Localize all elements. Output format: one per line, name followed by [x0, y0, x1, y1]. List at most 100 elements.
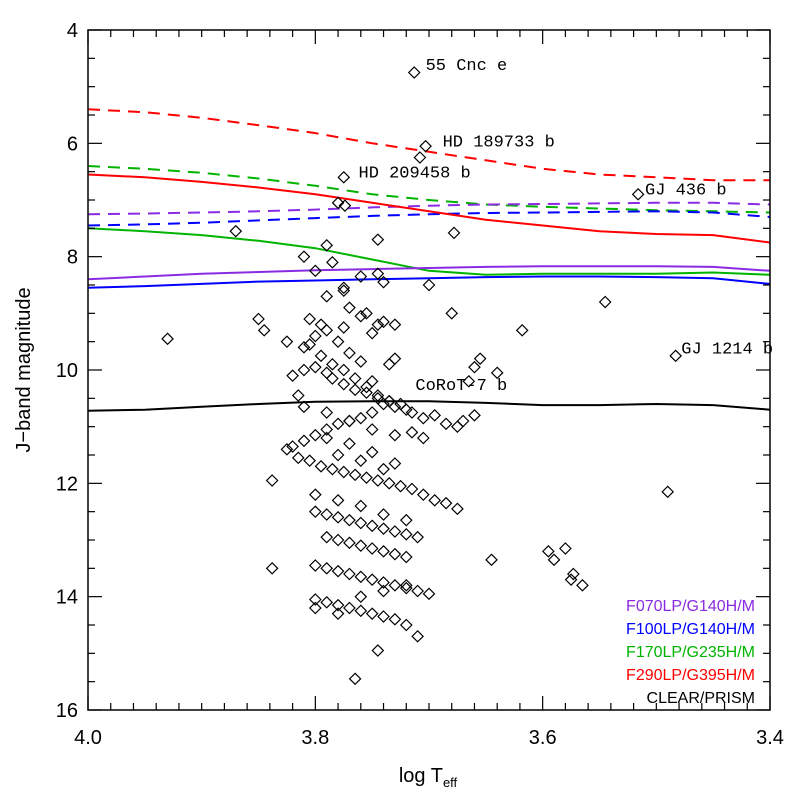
scatter-point [252, 312, 265, 326]
scatter-point [297, 400, 311, 414]
scatter-point [354, 499, 368, 513]
series-line [87, 173, 771, 244]
scatter-point [343, 414, 356, 428]
scatter-point [348, 383, 362, 397]
scatter-point [343, 346, 356, 360]
scatter-point [388, 318, 402, 332]
scatter-point [354, 411, 368, 425]
scatter-point [413, 151, 427, 164]
scatter-point [515, 323, 529, 337]
annotation-label: CoRoT-7 b [415, 377, 507, 396]
scatter-point [161, 332, 174, 346]
scatter-point [229, 224, 243, 238]
annotation-label: 55 Cnc e [426, 57, 508, 76]
scatter-point [428, 408, 442, 422]
scatter-point [405, 482, 419, 496]
scatter-point [399, 618, 413, 632]
scatter-point [343, 601, 356, 615]
scatter-point [419, 139, 432, 153]
scatter-point [320, 431, 334, 445]
legend-entry: F070LP/G140H/M [626, 598, 755, 615]
x-tick-label: 3.8 [301, 727, 329, 749]
scatter-point [377, 522, 390, 536]
scatter-point [337, 281, 351, 295]
scatter-point [331, 533, 345, 547]
scatter-point [377, 462, 390, 476]
scatter-point [377, 610, 390, 623]
scatter-point [416, 431, 430, 445]
scatter-point [343, 536, 356, 550]
scatter-point [331, 335, 345, 349]
scatter-point [326, 462, 339, 476]
scatter-point [559, 542, 572, 555]
scatter-point [314, 349, 328, 363]
scatter-point [291, 451, 305, 465]
scatter-point [388, 525, 402, 538]
scatter-point [320, 508, 334, 521]
scatter-point [326, 357, 339, 371]
series-layer [87, 108, 771, 412]
scatter-point [365, 519, 379, 533]
scatter-point [388, 612, 402, 626]
scatter-point [371, 318, 385, 332]
scatter-point [468, 408, 481, 422]
dashed-series-line [87, 108, 770, 182]
tick-layer [87, 29, 771, 711]
scatter-point [407, 66, 421, 79]
y-tick-label: 12 [56, 473, 78, 495]
scatter-point [411, 530, 424, 544]
scatter-point [399, 403, 413, 417]
scatter-point [462, 374, 476, 388]
scatter-point [399, 527, 413, 541]
x-tick-labels: 4.0 3.8 3.6 3.4 [74, 727, 784, 749]
y-tick-labels: 4 6 8 10 12 14 16 [56, 20, 78, 722]
scatter-point [331, 417, 345, 431]
scatter-point [447, 226, 461, 240]
x-axis-title-main: log T [399, 765, 443, 787]
scatter-point [388, 428, 402, 442]
series-line [87, 265, 771, 281]
scatter-point [405, 406, 419, 419]
scatter-point [468, 360, 481, 374]
scatter-point [365, 423, 379, 436]
scatter-point [286, 369, 299, 383]
y-axis-title: J−band magnitude [13, 287, 35, 452]
scatter-point [354, 355, 368, 368]
scatter-point [308, 428, 322, 442]
scatter-point [354, 516, 368, 530]
scatter-point [326, 372, 339, 385]
annotation-label: HD 209458 b [359, 165, 471, 184]
scatter-point [399, 513, 413, 527]
scatter-point [365, 573, 379, 587]
scatter-point [399, 578, 413, 592]
scatter-point [377, 315, 390, 329]
scatter-point [388, 578, 402, 592]
scatter-point [331, 196, 345, 210]
scatter-point [337, 465, 351, 479]
x-axis-title-subscript: eff [443, 775, 458, 790]
dashed-series-line [87, 201, 771, 216]
scatter-point [354, 270, 368, 283]
scatter-point [280, 442, 294, 456]
scatter-point [338, 199, 352, 213]
scatter-point [354, 604, 368, 618]
scatter-point [348, 672, 362, 686]
scatter-point [343, 567, 356, 581]
scatter-point [365, 374, 379, 388]
scatter-point [337, 321, 351, 334]
scatter-point [567, 567, 580, 581]
scatter-point [348, 372, 362, 385]
scatter-point [377, 544, 390, 558]
scatter-point [631, 187, 645, 201]
y-tick-label: 8 [67, 247, 78, 269]
scatter-point [331, 607, 345, 621]
scatter-point [377, 508, 390, 521]
scatter-point [382, 476, 396, 490]
scatter-point [331, 564, 345, 578]
scatter-point [314, 459, 328, 473]
scatter-point [337, 377, 351, 391]
y-tick-label: 6 [67, 133, 78, 155]
scatter-point [291, 389, 305, 402]
scatter-point [265, 561, 279, 575]
x-tick-label: 3.6 [529, 727, 557, 749]
